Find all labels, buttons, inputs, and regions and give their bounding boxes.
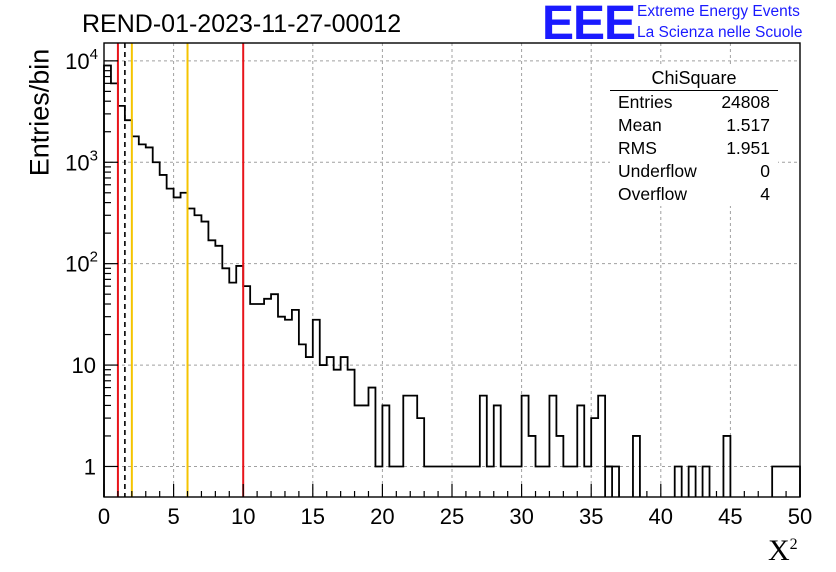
x-tick-label: 20 xyxy=(370,504,394,529)
x-tick-label: 50 xyxy=(788,504,812,529)
x-tick-label: 35 xyxy=(579,504,603,529)
y-tick-label: 104 xyxy=(65,46,98,74)
x-tick-label: 30 xyxy=(509,504,533,529)
x-tick-label: 5 xyxy=(167,504,179,529)
x-axis-label: X2 xyxy=(768,534,798,567)
x-tick-label: 0 xyxy=(98,504,110,529)
logo-line-2: La Scienza nelle Scuole xyxy=(637,24,803,41)
stats-box: ChiSquare Entries 24808 Mean 1.517 RMS 1.95… xyxy=(610,66,778,206)
stats-title: ChiSquare xyxy=(651,68,737,88)
x-tick-label: 10 xyxy=(231,504,255,529)
x-tick-label: 25 xyxy=(440,504,464,529)
stats-row-underflow: Underflow 0 xyxy=(618,161,770,181)
stats-row-overflow: Overflow 4 xyxy=(618,184,770,204)
histogram-bin xyxy=(604,465,613,497)
y-axis-label: Entries/bin xyxy=(24,48,55,177)
y-tick-label: 102 xyxy=(65,249,98,277)
y-tick-label: 103 xyxy=(65,147,98,175)
stats-row-entries: Entries 24808 xyxy=(618,92,770,112)
x-tick-label: 45 xyxy=(718,504,742,529)
chart-title: REND-01-2023-11-27-00012 xyxy=(82,10,402,38)
x-tick-label: 40 xyxy=(649,504,673,529)
stats-separator xyxy=(610,90,778,91)
histogram-outline xyxy=(103,64,732,497)
eee-logo: EEE xyxy=(542,0,636,50)
stats-row-mean: Mean 1.517 xyxy=(618,115,770,135)
x-tick-label: 15 xyxy=(301,504,325,529)
y-tick-label: 1 xyxy=(84,454,96,479)
logo-line-1: Extreme Energy Events xyxy=(637,3,800,20)
stats-row-rms: RMS 1.951 xyxy=(618,138,770,158)
y-tick-label: 10 xyxy=(72,353,96,378)
